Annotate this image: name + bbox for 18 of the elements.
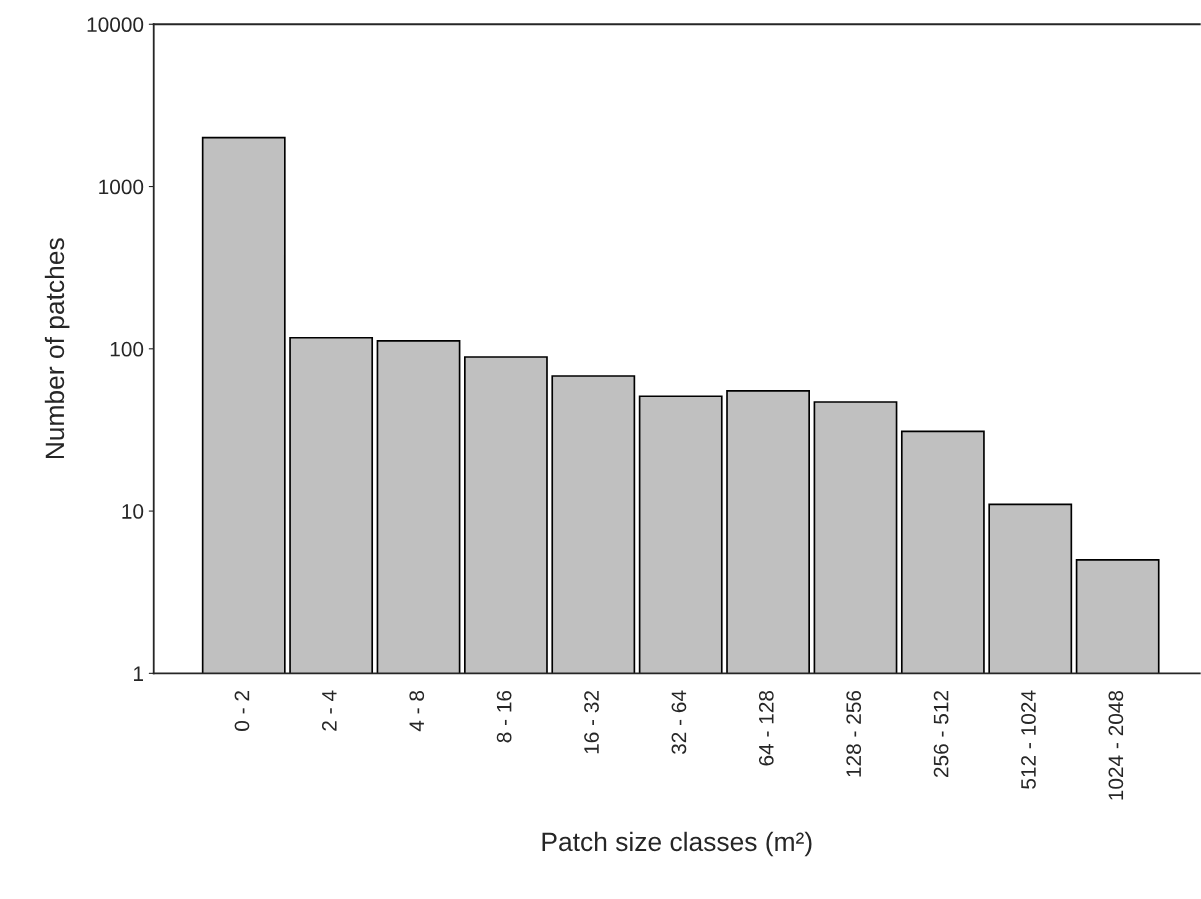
x-tick-label: 2 - 4 [321,690,337,731]
x-tick-label: 4 - 8 [409,690,425,732]
x-tick-label: 256 - 512 [933,691,949,777]
y-tick-label: 100 [110,341,144,357]
x-tick-label: 0 - 2 [234,691,250,731]
y-tick-label: 1000 [99,179,144,195]
x-axis-title: Patch size classes (m²) [542,831,812,857]
x-tick-label: 64 - 128 [758,690,774,766]
x-tick-label: 1024 - 2048 [1108,690,1124,800]
y-axis-title: Number of patches [44,238,70,459]
x-tick-label: 16 - 32 [584,691,599,754]
x-tick-label: 512 - 1024 [1021,690,1036,789]
x-tick-label: 128 - 256 [846,690,862,777]
y-tick-label: 1 [134,666,143,681]
x-tick-label: 32 - 64 [671,690,687,755]
y-tick-label: 10000 [87,17,144,33]
x-tick-label: 8 - 16 [496,690,512,743]
y-tick-label: 10 [122,504,144,519]
